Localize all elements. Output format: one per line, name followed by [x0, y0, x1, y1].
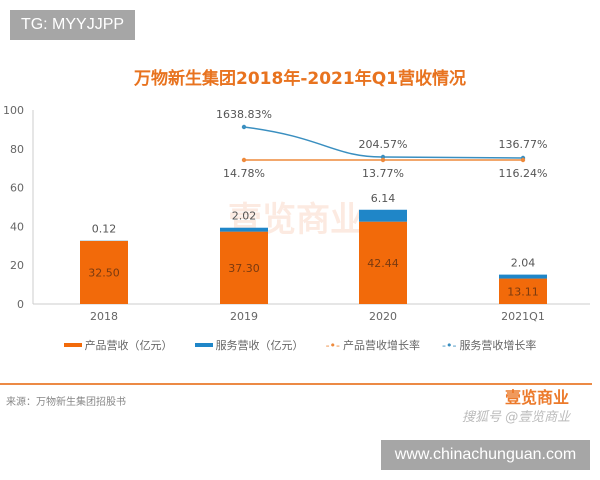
label-service-growth: 1638.83% [216, 108, 272, 121]
label-service-growth: 136.77% [499, 138, 548, 151]
legend-label: 产品营收增长率 [343, 339, 420, 352]
y-tick-label: 100 [3, 104, 24, 117]
bar-label-product: 37.30 [228, 262, 260, 275]
sohu-watermark: 搜狐号 @壹览商业 [462, 410, 571, 425]
divider [0, 383, 592, 385]
label-service-growth: 204.57% [359, 138, 408, 151]
y-tick-label: 60 [10, 182, 24, 195]
logo: 壹览商业 [505, 388, 570, 407]
site-watermark: www.chinachunguan.com [381, 440, 590, 470]
bar-label-product: 13.11 [507, 285, 539, 298]
bar-label-service: 2.04 [511, 257, 536, 270]
bar-service [359, 209, 407, 222]
legend-product: 产品营收（亿元） [63, 337, 173, 353]
bar-service [499, 274, 547, 279]
bar-label-product: 42.44 [367, 257, 399, 270]
x-tick-label: 2019 [230, 310, 258, 323]
label-product-growth: 116.24% [499, 167, 548, 180]
y-tick-label: 40 [10, 220, 24, 233]
bar-service [220, 227, 268, 232]
bar-label-service: 0.12 [92, 223, 117, 236]
legend-product-growth: -•- 产品营收增长率 [325, 338, 420, 353]
chart-title: 万物新生集团2018年-2021年Q1营收情况 [134, 69, 466, 89]
x-tick-label: 2018 [90, 310, 118, 323]
legend-label: 产品营收（亿元） [84, 339, 173, 352]
chart: 0 20 40 60 80 100 2018 2019 2020 2021Q1 32.50 0.12 3… [3, 104, 590, 323]
legend-label: 服务营收增长率 [459, 339, 537, 352]
point-product-growth [241, 157, 247, 163]
source-note: 来源：万物新生集团招股书 [6, 397, 126, 408]
bar-label-service: 2.02 [232, 210, 257, 223]
legend: 产品营收（亿元） 服务营收（亿元） -•- 产品营收增长率 -•- 服务营收增长率 [0, 337, 600, 353]
bar-product [80, 240, 128, 304]
legend-label: 服务营收（亿元） [215, 339, 304, 352]
point-service-growth [241, 124, 247, 130]
bar-product [499, 278, 547, 304]
bar-product [220, 231, 268, 304]
y-tick-label: 20 [10, 259, 24, 272]
bar-product [359, 221, 407, 304]
y-tick-label: 80 [10, 143, 24, 156]
point-product-growth [380, 157, 386, 163]
x-tick-label: 2020 [369, 310, 397, 323]
y-tick-label: 0 [17, 298, 24, 311]
bar-label-service: 6.14 [371, 192, 396, 205]
bar-label-product: 32.50 [88, 266, 120, 279]
legend-service: 服务营收（亿元） [194, 337, 304, 353]
point-product-growth [520, 157, 526, 163]
label-product-growth: 14.78% [223, 167, 265, 180]
tg-watermark: TG: MYYJJPP [10, 10, 135, 40]
legend-service-growth: -•- 服务营收增长率 [442, 338, 537, 353]
x-tick-label: 2021Q1 [501, 310, 545, 323]
label-product-growth: 13.77% [362, 167, 404, 180]
